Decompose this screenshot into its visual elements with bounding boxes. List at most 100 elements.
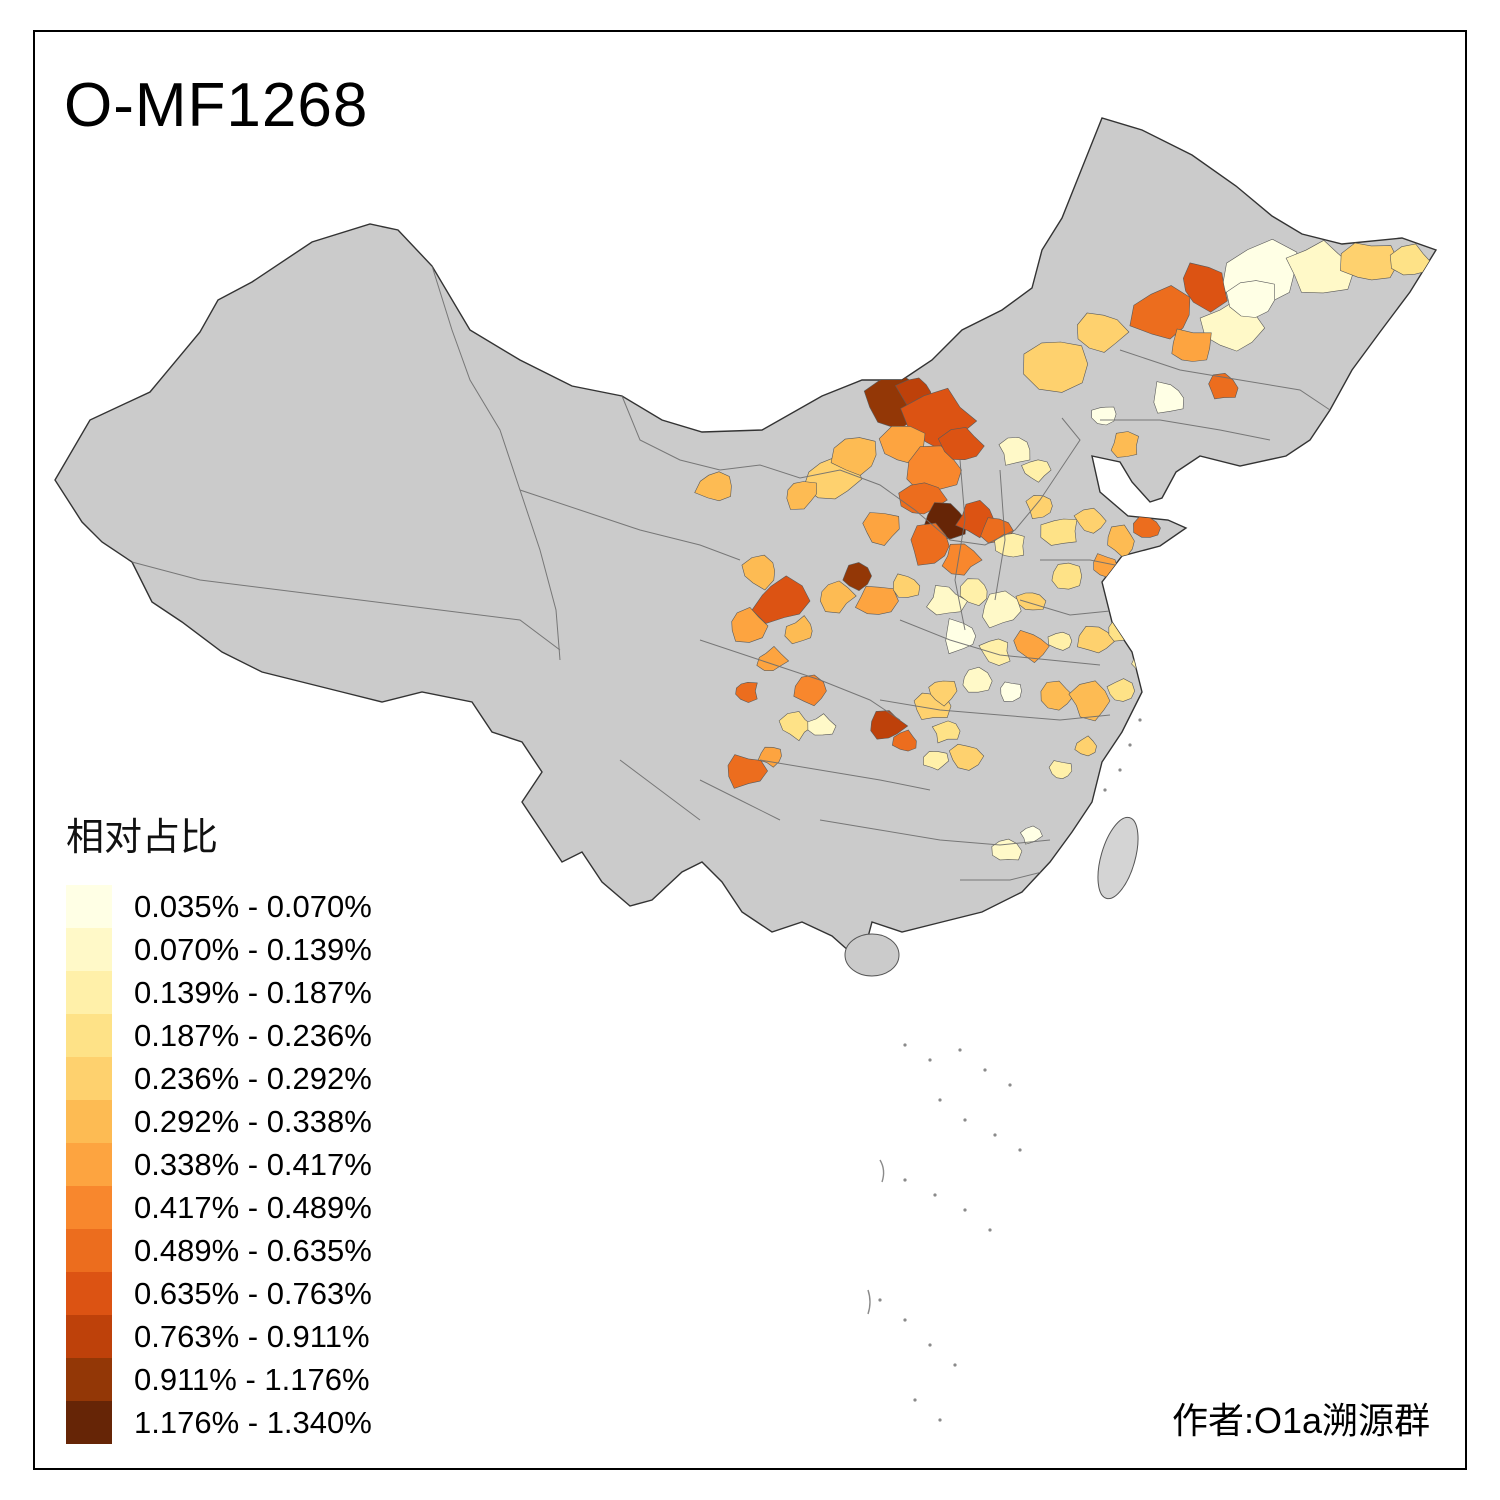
map-region xyxy=(923,750,949,771)
legend-title: 相对占比 xyxy=(66,817,219,859)
map-region xyxy=(786,481,817,510)
map-region xyxy=(991,838,1023,861)
legend-swatch xyxy=(66,1358,112,1401)
map-region xyxy=(1285,239,1356,294)
legend-row: 0.489% - 0.635% xyxy=(66,1229,372,1272)
map-region xyxy=(1106,678,1136,702)
map-region xyxy=(870,710,909,740)
legend-swatch xyxy=(66,1272,112,1315)
map-region xyxy=(1133,515,1161,538)
map-region xyxy=(756,645,790,672)
map-region xyxy=(998,437,1031,466)
map-region xyxy=(727,754,768,789)
legend-swatch xyxy=(66,1186,112,1229)
map-region xyxy=(926,585,969,616)
province-borders xyxy=(131,265,1331,881)
map-region xyxy=(854,585,899,615)
legend-row: 0.338% - 0.417% xyxy=(66,1143,372,1186)
map-region xyxy=(962,666,993,693)
map-region xyxy=(1074,735,1097,757)
map-region xyxy=(830,437,877,476)
map-region xyxy=(1226,280,1276,318)
map-region xyxy=(1040,518,1078,546)
legend-label: 0.635% - 0.763% xyxy=(134,1275,372,1311)
map-region xyxy=(1171,328,1212,362)
map-region xyxy=(948,743,985,771)
legend-row: 0.763% - 0.911% xyxy=(66,1315,372,1358)
legend-label: 0.292% - 0.338% xyxy=(134,1103,372,1139)
legend-label: 0.763% - 0.911% xyxy=(134,1318,370,1354)
map-region xyxy=(1040,680,1075,711)
map-region xyxy=(1023,341,1089,393)
attribution-text: 作者:O1a溯源群 xyxy=(1171,1400,1430,1441)
taiwan-island xyxy=(1097,816,1139,900)
map-region xyxy=(978,638,1011,666)
legend-swatch xyxy=(66,1143,112,1186)
map-region xyxy=(1025,495,1053,520)
map-region xyxy=(1140,632,1163,651)
map-region xyxy=(1153,381,1184,414)
map-region xyxy=(1389,243,1432,276)
map-region xyxy=(928,680,958,707)
map-region xyxy=(931,720,961,744)
legend-swatch xyxy=(66,885,112,928)
map-region xyxy=(819,580,857,614)
legend-rows: 0.035% - 0.070% 0.070% - 0.139% 0.139% -… xyxy=(66,885,372,1444)
map-region xyxy=(945,618,977,655)
region-layer xyxy=(694,238,1432,861)
map-region xyxy=(1126,599,1152,622)
legend-row: 0.292% - 0.338% xyxy=(66,1100,372,1143)
legend-row: 0.635% - 0.763% xyxy=(66,1272,372,1315)
legend-label: 0.139% - 0.187% xyxy=(134,974,372,1010)
legend-swatch xyxy=(66,928,112,971)
legend-row: 0.187% - 0.236% xyxy=(66,1014,372,1057)
legend-swatch xyxy=(66,971,112,1014)
map-region xyxy=(941,543,983,576)
map-region xyxy=(1047,631,1073,651)
map-region xyxy=(807,713,837,736)
map-region xyxy=(1021,459,1052,483)
map-region xyxy=(1107,524,1135,560)
map-region xyxy=(892,573,921,598)
map-region xyxy=(1000,681,1022,702)
page-title: O-MF1268 xyxy=(64,71,369,140)
map-region xyxy=(1068,680,1111,722)
legend-label: 0.070% - 0.139% xyxy=(134,931,372,967)
map-region xyxy=(751,575,811,624)
map-region xyxy=(994,533,1025,558)
legend-row: 0.139% - 0.187% xyxy=(66,971,372,1014)
map-region xyxy=(910,522,950,566)
legend-swatch xyxy=(66,1401,112,1444)
map-region xyxy=(735,681,758,703)
legend-label: 0.417% - 0.489% xyxy=(134,1189,372,1225)
legend-label: 0.035% - 0.070% xyxy=(134,888,372,924)
map-region xyxy=(1208,372,1239,400)
map-region xyxy=(1340,242,1400,281)
legend-label: 0.338% - 0.417% xyxy=(134,1146,372,1182)
legend-swatch xyxy=(66,1100,112,1143)
map-region xyxy=(1110,431,1139,458)
map-region xyxy=(1077,625,1116,654)
legend-label: 0.187% - 0.236% xyxy=(134,1017,372,1053)
legend-row: 0.911% - 1.176% xyxy=(66,1358,372,1401)
legend-row: 0.417% - 0.489% xyxy=(66,1186,372,1229)
sea-islets xyxy=(867,718,1142,1422)
map-region xyxy=(891,729,917,752)
map-region xyxy=(937,426,985,461)
map-region xyxy=(1182,262,1228,313)
legend-label: 0.911% - 1.176% xyxy=(134,1361,370,1397)
map-region xyxy=(1048,760,1073,780)
map-region xyxy=(694,471,732,502)
map-region xyxy=(959,578,988,606)
map-region xyxy=(784,615,813,645)
legend: 相对占比 0.035% - 0.070% 0.070% - 0.139% 0.1… xyxy=(66,806,372,1444)
legend-label: 1.176% - 1.340% xyxy=(134,1404,372,1440)
map-region xyxy=(842,562,872,591)
legend-swatch xyxy=(66,1315,112,1358)
legend-swatch xyxy=(66,1014,112,1057)
map-region xyxy=(778,711,814,742)
map-region xyxy=(793,674,827,707)
hainan-island xyxy=(844,933,900,977)
